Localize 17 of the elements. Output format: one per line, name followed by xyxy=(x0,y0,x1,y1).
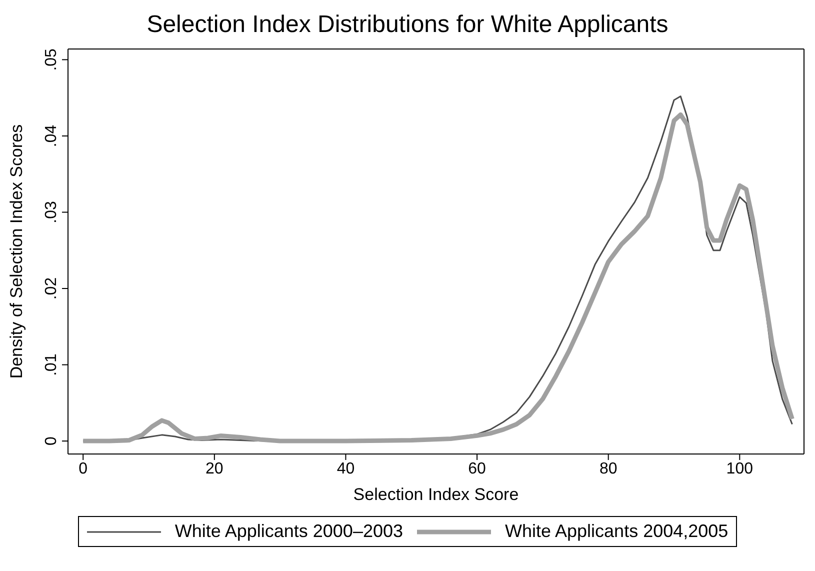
x-tick-label: 20 xyxy=(206,460,224,478)
x-tick-label: 40 xyxy=(336,460,355,478)
y-tick-label: 0 xyxy=(43,436,60,446)
legend-label: White Applicants 2000–2003 xyxy=(174,521,403,542)
chart-title: Selection Index Distributions for White Applicants xyxy=(146,10,670,40)
y-tick-label: .01 xyxy=(43,354,60,376)
legend-label: White Applicants 2004,2005 xyxy=(505,521,728,542)
y-tick-label: .02 xyxy=(43,277,60,300)
x-tick-label: 100 xyxy=(726,460,754,478)
x-axis-title: Selection Index Score xyxy=(353,485,519,504)
y-tick-label: .04 xyxy=(43,124,60,148)
x-tick-label: 80 xyxy=(599,460,618,478)
x-tick-label: 0 xyxy=(78,460,88,478)
y-axis-title: Density of Selection Index Scores xyxy=(7,124,26,379)
y-tick-label: .05 xyxy=(43,48,60,71)
x-tick-label: 60 xyxy=(468,460,486,478)
y-tick-label: .03 xyxy=(43,201,60,224)
